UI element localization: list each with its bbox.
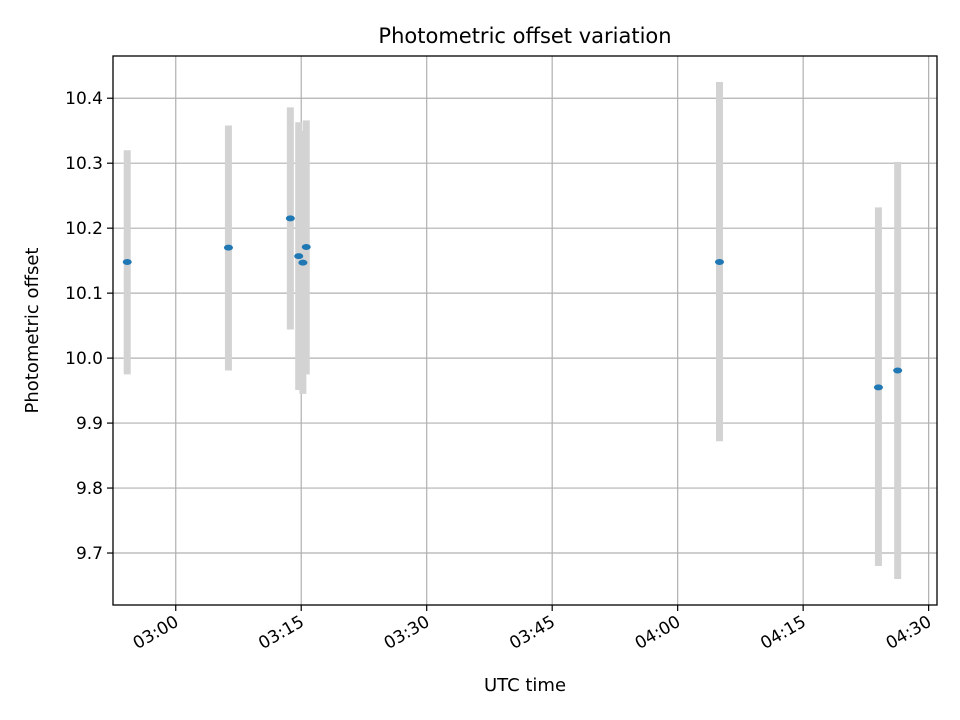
- error-bars: [123, 81, 902, 580]
- data-point: [714, 258, 724, 265]
- y-tick-label: 10.2: [65, 219, 103, 239]
- x-tick-label: 03:00: [130, 612, 182, 654]
- y-tick-label: 9.8: [76, 479, 103, 499]
- x-tick-label: 03:15: [255, 612, 307, 654]
- data-point: [301, 244, 311, 251]
- ticks: 03:00 03:15 03:30 03:45 04:00 04:15 04:30 9.7 9.…: [65, 89, 935, 654]
- chart-title: Photometric offset variation: [378, 24, 671, 48]
- data-point: [294, 253, 304, 260]
- grid: [113, 56, 937, 605]
- y-tick-label: 9.9: [76, 414, 103, 434]
- x-tick-label: 04:30: [883, 612, 935, 654]
- y-tick-label: 10.1: [65, 284, 103, 304]
- data-points: [122, 215, 903, 391]
- data-point: [223, 244, 233, 251]
- y-axis-label: Photometric offset: [22, 248, 43, 414]
- y-tick-label: 10.3: [65, 154, 103, 174]
- data-point: [873, 384, 883, 391]
- x-tick-label: 04:15: [757, 612, 809, 654]
- x-tick-label: 04:00: [632, 612, 684, 654]
- data-point: [298, 259, 308, 266]
- y-tick-label: 10.4: [65, 89, 103, 109]
- x-axis-label: UTC time: [484, 675, 566, 696]
- x-tick-label: 03:30: [381, 612, 433, 654]
- y-tick-label: 10.0: [65, 349, 103, 369]
- data-point: [893, 367, 903, 374]
- data-point: [285, 215, 295, 222]
- y-tick-label: 9.7: [76, 544, 103, 564]
- data-point: [122, 258, 132, 265]
- axes-frame: [112, 55, 938, 606]
- x-tick-label: 03:45: [506, 612, 558, 654]
